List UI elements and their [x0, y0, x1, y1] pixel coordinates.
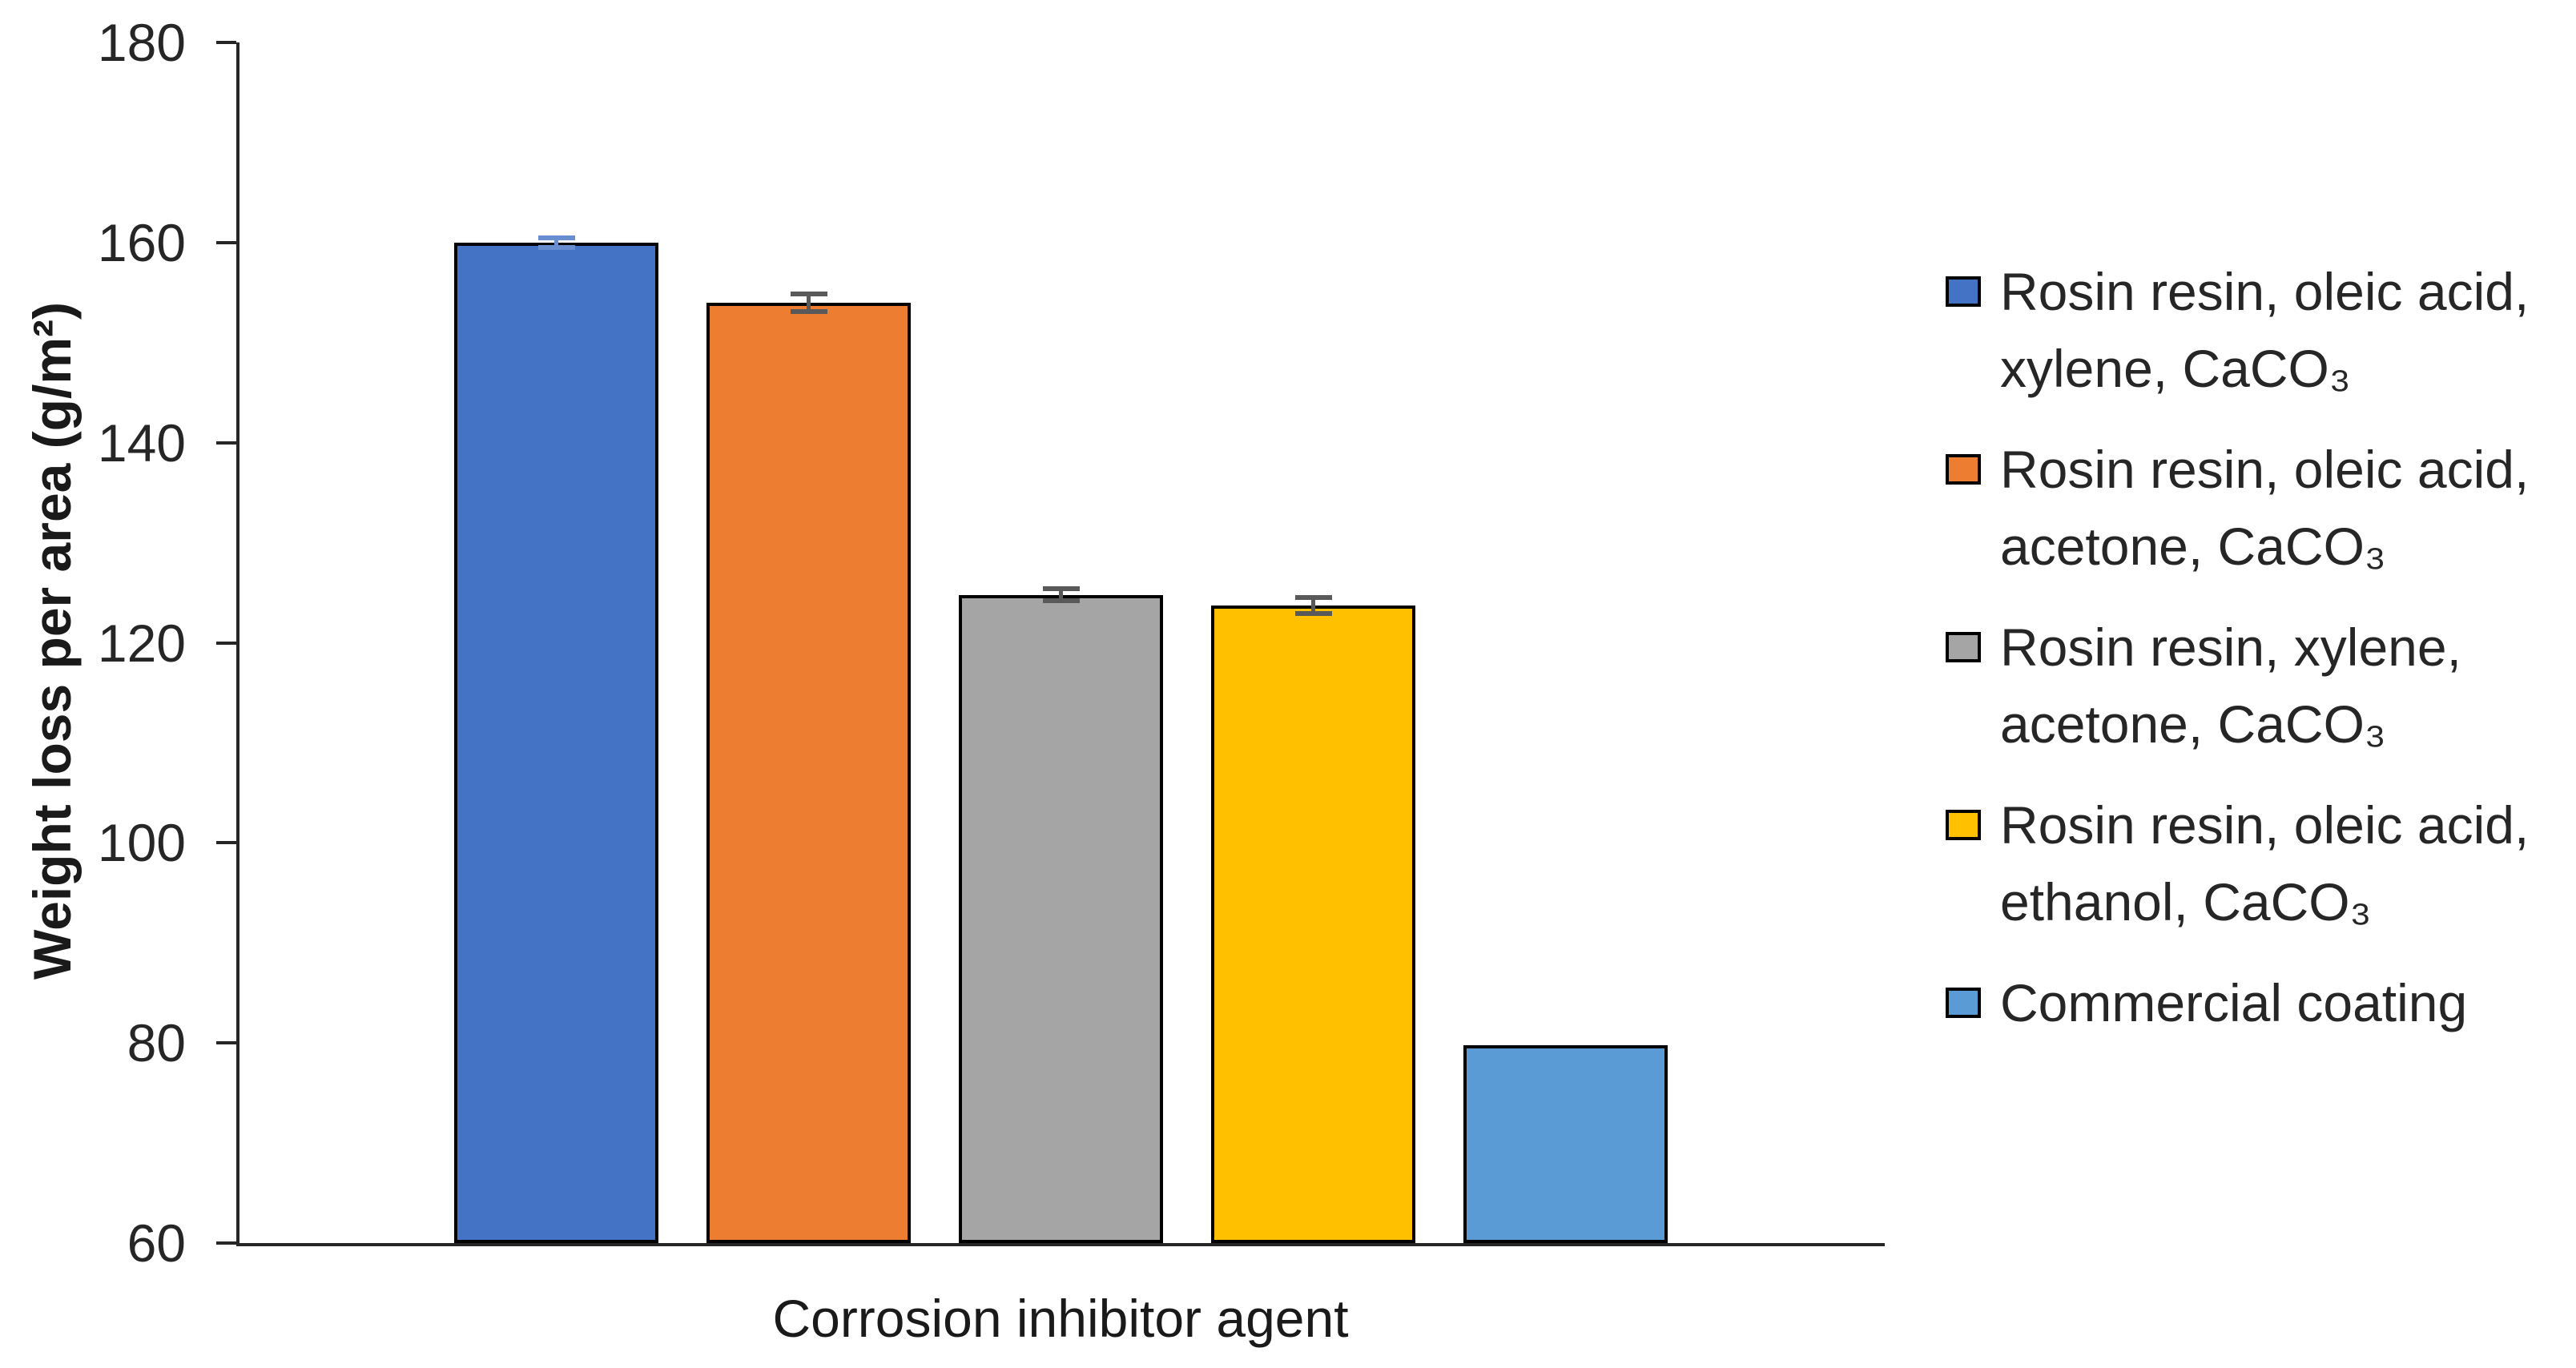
legend-entry-4: Rosin resin, oleic acid, ethanol, CaCO₃: [1946, 787, 2529, 940]
legend-entry-3: Rosin resin, xylene, acetone, CaCO₃: [1946, 609, 2529, 762]
error-bar-cap-top: [1042, 586, 1080, 592]
error-bar-cap-bottom: [1042, 598, 1080, 604]
legend-entry-5: Commercial coating: [1946, 964, 2529, 1041]
y-tick-label: 100: [97, 813, 186, 873]
legend: Rosin resin, oleic acid, xylene, CaCO₃ Ros…: [1946, 253, 2529, 1041]
y-tick-label: 180: [97, 13, 186, 72]
legend-label-line: Rosin resin, oleic acid,: [2000, 795, 2530, 855]
legend-label-line: Rosin resin, oleic acid,: [2000, 440, 2530, 499]
y-tick-label: 160: [97, 212, 186, 272]
legend-label-line: Rosin resin, xylene,: [2000, 618, 2461, 677]
y-tick-label: 120: [97, 613, 186, 673]
legend-swatch: [1946, 632, 1981, 662]
y-tick-mark: [216, 41, 236, 44]
error-bar-stem: [1059, 589, 1063, 602]
plot-area: [216, 41, 1885, 1246]
bar-5: [1463, 1044, 1668, 1243]
legend-label-line: xylene, CaCO₃: [2000, 339, 2351, 398]
legend-entry-2: Rosin resin, oleic acid, acetone, CaCO₃: [1946, 431, 2529, 585]
legend-label-line: Commercial coating: [2000, 973, 2468, 1032]
legend-label: Rosin resin, xylene, acetone, CaCO₃: [2000, 609, 2461, 762]
bar-3: [959, 594, 1163, 1243]
y-axis-tick-labels: 60 80 100 120 140 160 180: [0, 0, 240, 1368]
y-tick-label: 140: [97, 412, 186, 473]
legend-label: Rosin resin, oleic acid, acetone, CaCO₃: [2000, 431, 2529, 585]
legend-swatch: [1946, 988, 1981, 1018]
error-bar-cap-bottom: [537, 245, 575, 251]
error-bar-cap-top: [537, 235, 575, 240]
error-bar-stem: [1311, 597, 1315, 614]
y-tick-mark: [216, 841, 236, 845]
y-tick-mark: [216, 240, 236, 244]
legend-label-line: ethanol, CaCO₃: [2000, 872, 2372, 931]
y-tick-label: 80: [127, 1013, 186, 1073]
legend-label: Rosin resin, oleic acid, xylene, CaCO₃: [2000, 253, 2529, 407]
error-bar-cap-bottom: [790, 309, 827, 315]
error-bar-stem: [807, 293, 811, 312]
y-tick-mark: [216, 1241, 236, 1245]
y-tick-mark: [216, 441, 236, 445]
error-bar-cap-top: [1294, 595, 1332, 601]
bar-1: [454, 242, 658, 1243]
legend-label-line: acetone, CaCO₃: [2000, 694, 2386, 754]
legend-entry-1: Rosin resin, oleic acid, xylene, CaCO₃: [1946, 253, 2529, 407]
y-tick-label: 60: [127, 1213, 186, 1273]
y-tick-mark: [216, 1041, 236, 1045]
legend-label: Rosin resin, oleic acid, ethanol, CaCO₃: [2000, 787, 2529, 940]
bar-2: [706, 302, 911, 1243]
legend-label: Commercial coating: [2000, 964, 2467, 1041]
error-bar-cap-top: [790, 291, 827, 296]
error-bar-stem: [554, 237, 558, 248]
error-bar-cap-bottom: [1294, 611, 1332, 617]
legend-swatch: [1946, 810, 1981, 840]
legend-swatch: [1946, 276, 1981, 307]
bar-4: [1211, 606, 1415, 1243]
y-tick-mark: [216, 641, 236, 645]
legend-swatch: [1946, 454, 1981, 485]
x-axis-title: Corrosion inhibitor agent: [772, 1289, 1349, 1348]
legend-label-line: acetone, CaCO₃: [2000, 517, 2386, 576]
legend-label-line: Rosin resin, oleic acid,: [2000, 262, 2530, 321]
